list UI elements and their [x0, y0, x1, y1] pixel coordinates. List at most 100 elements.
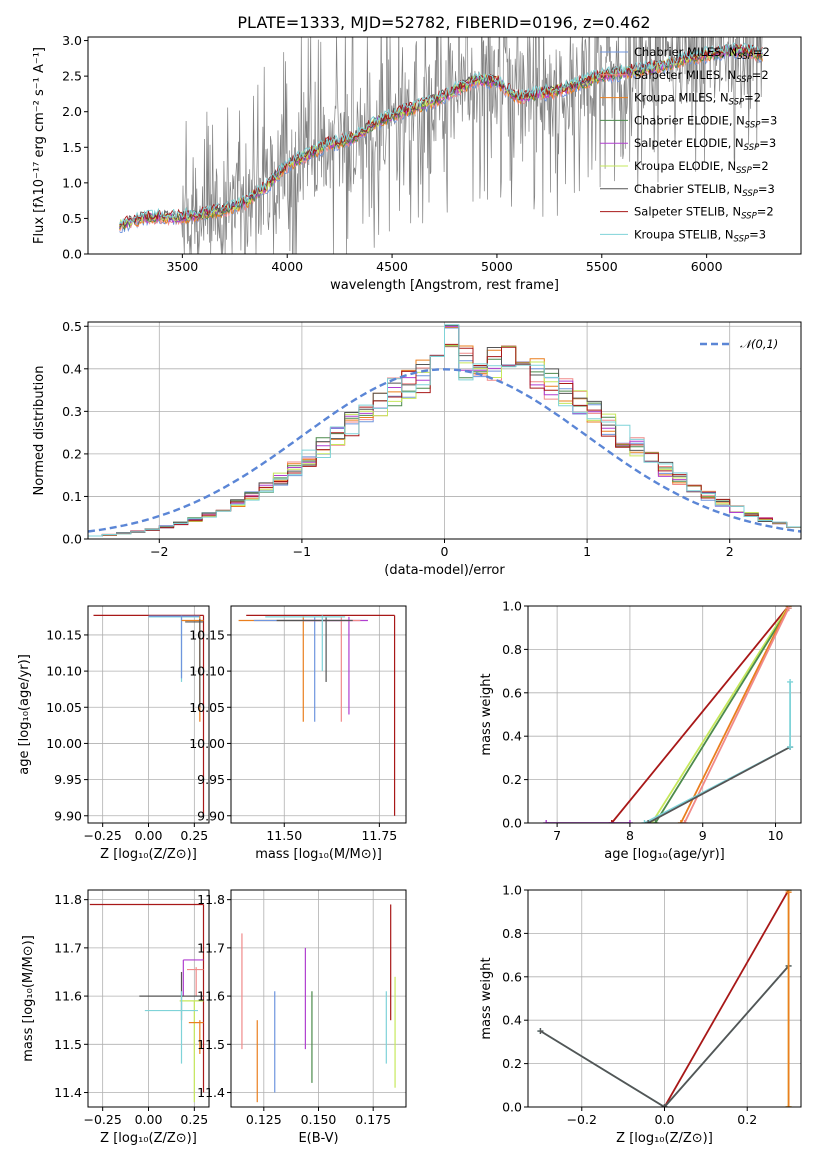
weight-point — [608, 820, 615, 823]
y-tick-label: 0.4 — [62, 361, 82, 376]
weight-point — [677, 820, 684, 823]
x-tick-label: 0 — [441, 544, 449, 559]
chart-spectrum: 3500 4000 4500 5000 5500 6000 0.0 0.5 1.0 1.5 2.0 2… — [32, 33, 802, 293]
weight-line — [611, 606, 790, 823]
y-tick-label: 0.3 — [62, 404, 82, 419]
x-axis-label: age [log₁₀(age/yr)] — [604, 847, 725, 862]
weight-point — [543, 820, 550, 823]
weight-line — [680, 606, 790, 823]
y-tick-label: 1.5 — [62, 140, 82, 155]
x-tick-label: 1 — [583, 544, 591, 559]
y-tick-label: 0.5 — [62, 319, 82, 334]
y-tick-label: 9.90 — [54, 808, 82, 823]
legend-label: Salpeter MILES, NSSP=2 — [634, 68, 769, 85]
y-tick-label: 0.5 — [62, 211, 82, 226]
y-axis-label: mass [log₁₀(M/M⊙)] — [21, 935, 36, 1062]
weight-point — [645, 820, 652, 823]
x-tick-label: 0.00 — [135, 1112, 163, 1127]
y-tick-label: 3.0 — [62, 33, 82, 48]
y-tick-label: 11.5 — [54, 1037, 82, 1052]
y-tick-label: 10.15 — [46, 627, 82, 642]
axes-frame — [230, 605, 407, 824]
y-tick-label: 1.0 — [502, 883, 522, 898]
normal-curve — [88, 368, 801, 533]
y-tick-label: 0.0 — [502, 1100, 522, 1115]
y-tick-label: 10.00 — [46, 736, 82, 751]
weight-line — [663, 890, 790, 1107]
y-tick-label: 11.8 — [197, 892, 225, 907]
axes-frame — [230, 889, 407, 1108]
x-tick-label: 0.2 — [737, 1112, 757, 1127]
y-tick-label: 0.2 — [502, 1056, 522, 1071]
x-tick-label: 0.25 — [180, 828, 208, 843]
x-tick-label: 8 — [626, 828, 634, 843]
legend-label: Kroupa ELODIE, NSSP=2 — [634, 159, 769, 176]
axes-frame — [87, 321, 802, 540]
model-line-kroupa-stelib — [119, 42, 763, 225]
weight-point — [626, 820, 633, 823]
x-tick-label: 5000 — [481, 259, 513, 274]
x-tick-label: −0.2 — [567, 1112, 597, 1127]
x-axis-label: E(B-V) — [298, 1131, 338, 1146]
y-tick-label: 11.5 — [197, 1037, 225, 1052]
y-axis-label: mass weight — [479, 957, 494, 1039]
y-tick-label: 10.00 — [189, 736, 225, 751]
x-tick-label: −0.25 — [84, 828, 122, 843]
chart-mass-EBV: 0.125 0.150 0.175 11.4 11.5 11.6 11.7 11.8 E(B-V… — [197, 889, 407, 1146]
weight-line — [539, 965, 790, 1107]
axes-frame — [87, 605, 210, 824]
plot-area — [241, 904, 396, 1103]
x-tick-label: 10 — [768, 828, 784, 843]
chart-residuals: −2 −1 0 1 2 0.0 0.1 0.2 0.3 0.4 0.5 (data-model)/er… — [32, 319, 802, 578]
y-tick-label: 0.6 — [502, 969, 522, 984]
legend-label: Salpeter STELIB, NSSP=2 — [634, 205, 774, 222]
legend-label: Kroupa MILES, NSSP=2 — [634, 91, 761, 108]
x-axis-label: Z [log₁₀(Z/Z⊙)] — [100, 1131, 197, 1146]
plot-area — [93, 614, 205, 816]
y-tick-label: 11.8 — [54, 892, 82, 907]
weight-point — [787, 678, 794, 685]
legend-label: Chabrier MILES, NSSP=2 — [634, 45, 770, 62]
plot-area — [238, 614, 396, 816]
plot-area — [537, 890, 792, 1107]
y-tick-label: 0.4 — [502, 1013, 522, 1028]
legend: Chabrier MILES, NSSP=2 Salpeter MILES, NS… — [600, 45, 777, 244]
x-tick-label: 0.25 — [180, 1112, 208, 1127]
y-tick-label: 0.0 — [62, 532, 82, 547]
x-axis-label: Z [log₁₀(Z/Z⊙)] — [616, 1131, 713, 1146]
weight-line — [651, 606, 790, 823]
weight-point — [537, 1028, 544, 1035]
y-tick-label: 9.95 — [54, 772, 82, 787]
x-tick-label: 0.00 — [135, 828, 163, 843]
histogram-kroupa-stelib — [88, 324, 801, 537]
y-tick-label: 11.6 — [197, 989, 225, 1004]
weight-line — [683, 607, 790, 823]
plot-area — [89, 903, 205, 1103]
legend-label: Chabrier STELIB, NSSP=3 — [634, 182, 775, 199]
y-tick-label: 1.0 — [502, 599, 522, 614]
weight-point — [785, 1104, 792, 1107]
y-tick-label: 11.4 — [54, 1085, 82, 1100]
y-tick-label: 0.0 — [62, 247, 82, 262]
x-tick-label: 5500 — [586, 259, 618, 274]
chart-age-mass: 11.50 11.75 9.90 9.95 10.00 10.05 10.10 10.15 ma… — [189, 605, 407, 862]
weight-line — [647, 746, 791, 823]
chart-mass-Z: −0.25 0.00 0.25 11.4 11.5 11.6 11.7 11.8 Z [log₁… — [21, 889, 210, 1146]
x-axis-label: wavelength [Angstrom, rest frame] — [330, 278, 559, 293]
axes-frame — [87, 36, 802, 255]
y-tick-label: 10.15 — [189, 627, 225, 642]
y-tick-label: 11.4 — [197, 1085, 225, 1100]
x-tick-label: −0.25 — [84, 1112, 122, 1127]
x-tick-label: 3500 — [166, 259, 198, 274]
y-tick-label: 9.90 — [197, 808, 225, 823]
y-tick-label: 10.10 — [189, 664, 225, 679]
legend-label: Salpeter ELODIE, NSSP=3 — [634, 136, 776, 153]
x-axis-label: mass [log₁₀(M/M⊙)] — [255, 847, 382, 862]
x-tick-label: 0.175 — [355, 1112, 391, 1127]
y-tick-label: 11.6 — [54, 989, 82, 1004]
chart-age-Z: −0.25 0.00 0.25 9.90 9.95 10.00 10.05 10.10 10.1… — [17, 605, 210, 862]
chart-weight-Z: −0.2 0.0 0.2 0.0 0.2 0.4 0.6 0.8 1.0 Z [log₁₀(Z/Z… — [479, 883, 802, 1146]
y-tick-label: 9.95 — [197, 772, 225, 787]
figure-title: PLATE=1333, MJD=52782, FIBERID=0196, z=0… — [237, 13, 650, 32]
x-tick-label: 0.150 — [301, 1112, 337, 1127]
